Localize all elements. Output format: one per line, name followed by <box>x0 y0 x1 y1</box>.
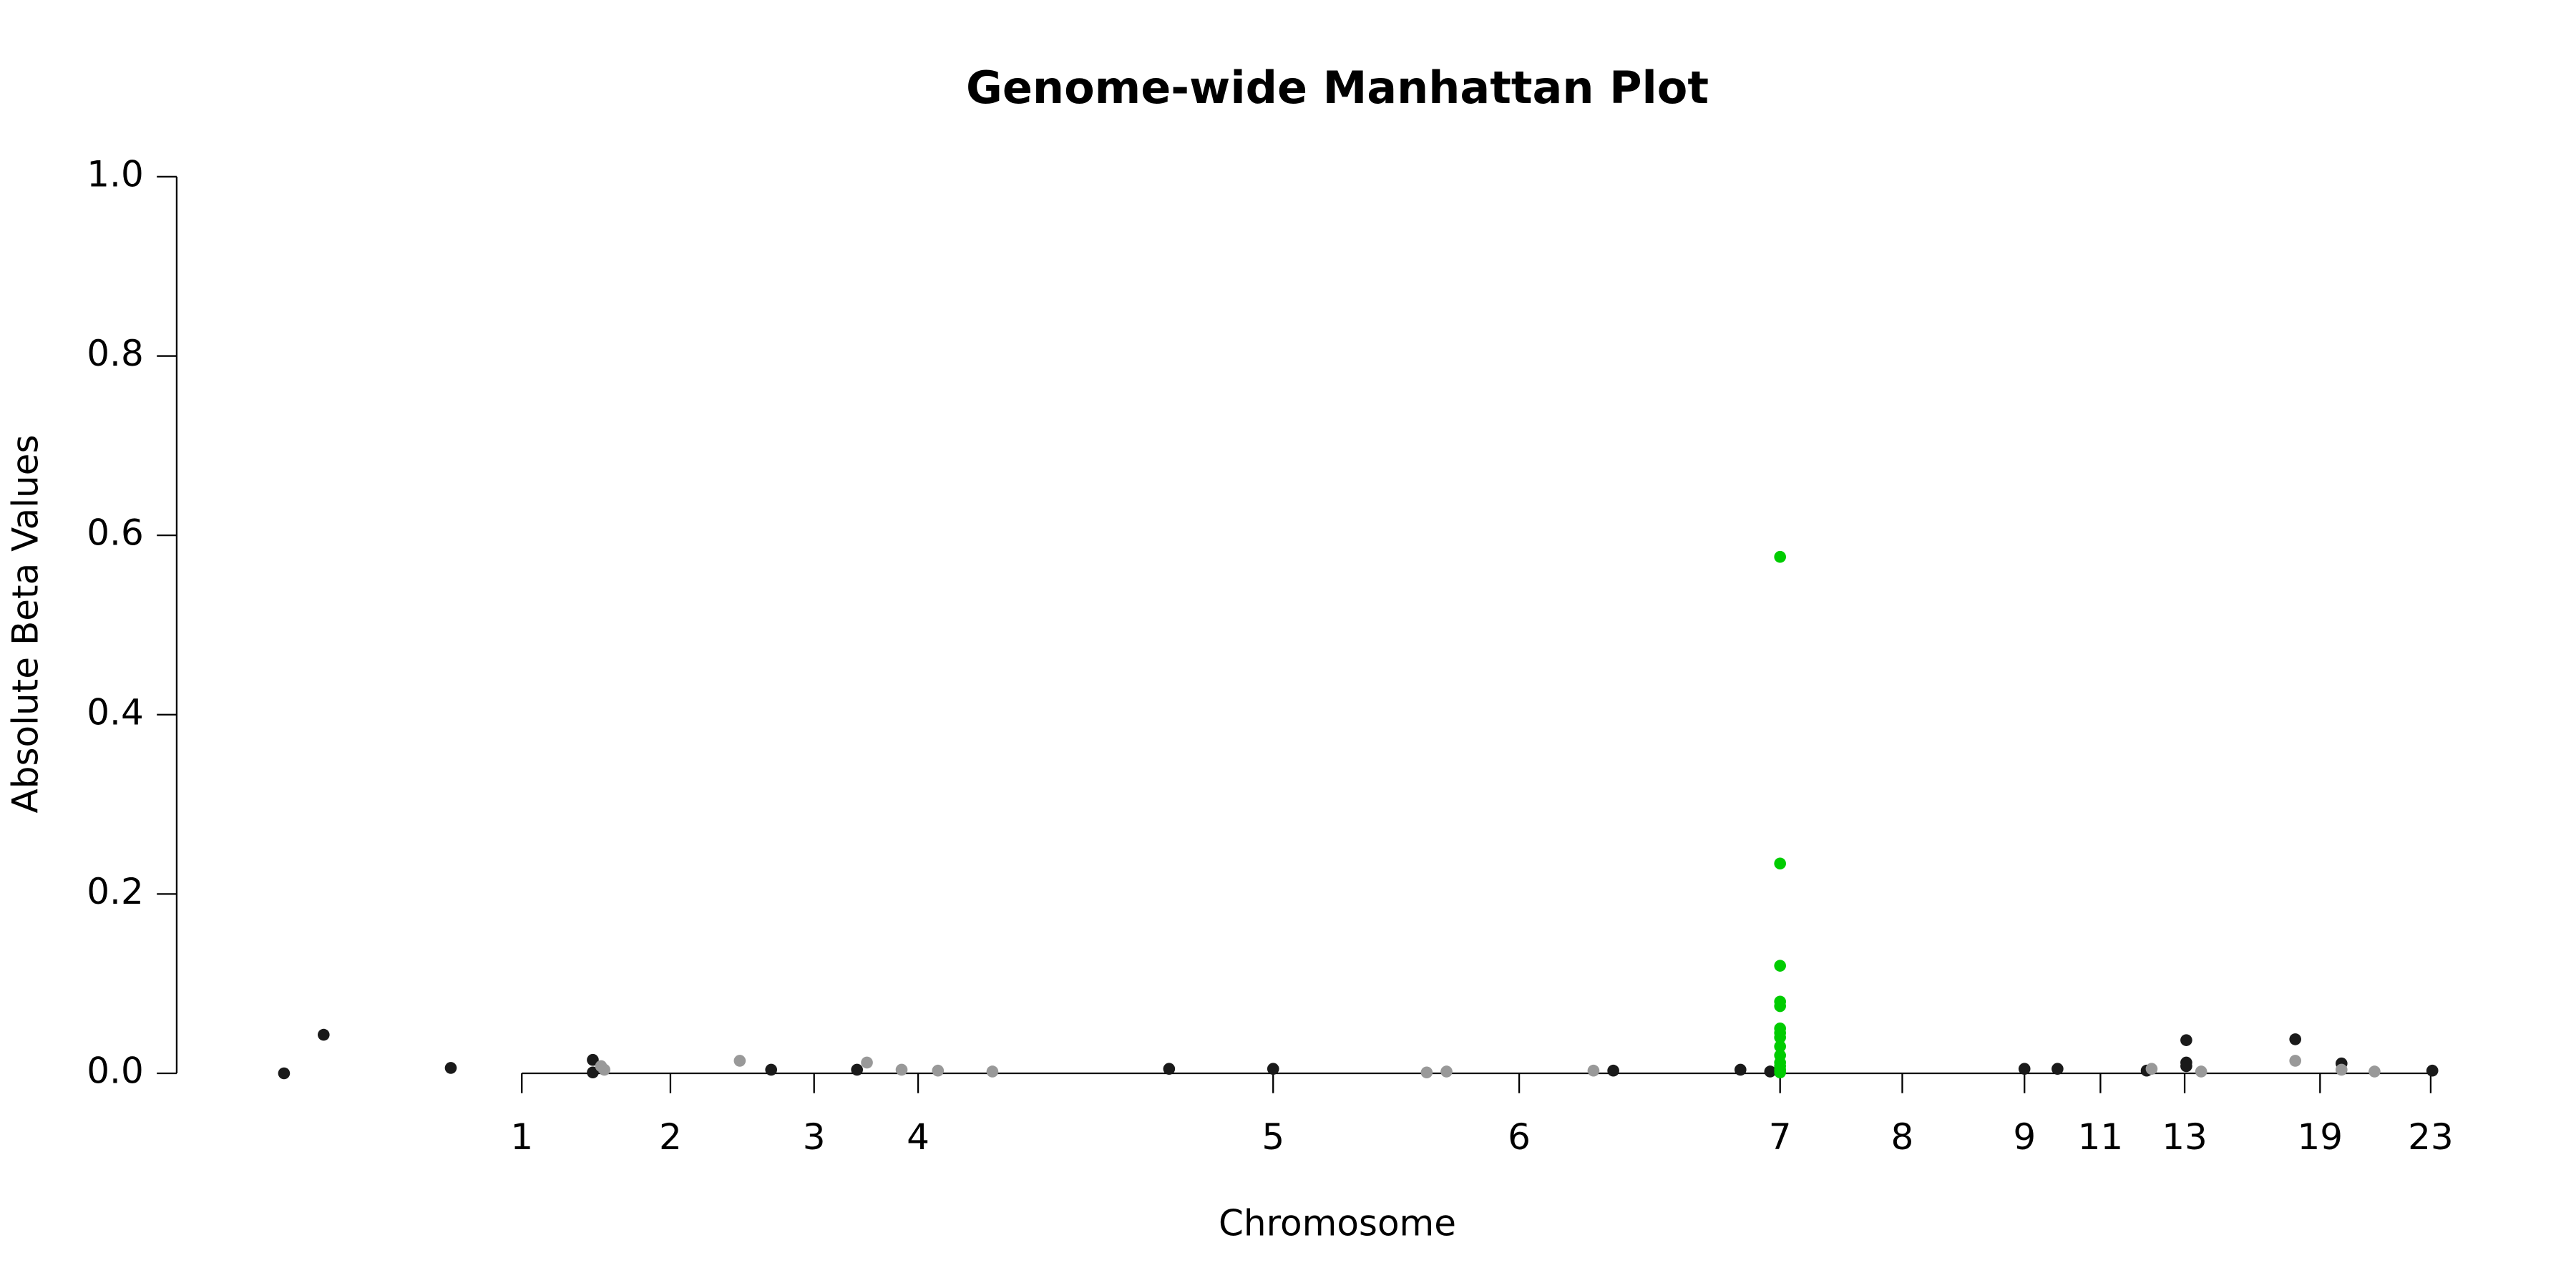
point <box>861 1056 873 1069</box>
point <box>1764 1065 1777 1078</box>
point <box>1774 1031 1787 1044</box>
point <box>1420 1066 1433 1079</box>
point <box>1735 1063 1747 1076</box>
point <box>2145 1063 2158 1075</box>
x-tick-label: 5 <box>1262 1116 1284 1158</box>
point <box>1774 1066 1787 1079</box>
point <box>932 1064 945 1077</box>
point <box>1774 1000 1787 1013</box>
point <box>1163 1063 1176 1075</box>
point <box>2289 1055 2302 1067</box>
point <box>1267 1063 1279 1075</box>
x-tick-label: 8 <box>1891 1116 1914 1158</box>
point <box>765 1063 777 1076</box>
y-tick-label: 0.6 <box>87 512 144 554</box>
x-tick-label: 6 <box>1508 1116 1531 1158</box>
point <box>278 1067 291 1080</box>
y-tick-label: 1.0 <box>87 153 144 195</box>
y-tick-label: 0.8 <box>87 333 144 374</box>
point <box>587 1066 599 1079</box>
chart-title: Genome-wide Manhattan Plot <box>966 62 1709 114</box>
y-tick-label: 0.2 <box>87 871 144 912</box>
point <box>1440 1065 1453 1078</box>
x-tick-label: 19 <box>2297 1116 2343 1158</box>
point <box>2180 1060 2192 1073</box>
x-tick-label: 13 <box>2162 1116 2207 1158</box>
point <box>851 1063 863 1076</box>
point <box>2051 1063 2064 1075</box>
x-tick-label: 11 <box>2078 1116 2124 1158</box>
x-tick-label: 2 <box>659 1116 682 1158</box>
point <box>2018 1063 2031 1075</box>
x-axis-label: Chromosome <box>1219 1203 1456 1244</box>
point <box>895 1063 908 1076</box>
x-tick-label: 23 <box>2408 1116 2454 1158</box>
point <box>318 1028 330 1041</box>
point <box>2426 1064 2439 1077</box>
x-tick-label: 9 <box>2013 1116 2036 1158</box>
point <box>1774 960 1787 972</box>
x-tick-label: 1 <box>510 1116 533 1158</box>
x-tick-label: 7 <box>1769 1116 1792 1158</box>
point <box>2180 1034 2192 1046</box>
y-axis-label: Absolute Beta Values <box>5 435 47 814</box>
x-tick-label: 4 <box>907 1116 930 1158</box>
point <box>1607 1064 1619 1077</box>
y-tick-label: 0.4 <box>87 691 144 733</box>
point <box>1587 1064 1600 1077</box>
point <box>2368 1065 2381 1078</box>
point <box>733 1055 746 1067</box>
point <box>1774 1040 1787 1053</box>
y-tick-label: 0.0 <box>87 1050 144 1092</box>
point <box>1774 550 1787 563</box>
point <box>444 1062 457 1074</box>
point <box>1774 857 1787 870</box>
x-tick-label: 3 <box>803 1116 826 1158</box>
point <box>986 1065 999 1078</box>
point <box>587 1053 599 1066</box>
point <box>2195 1065 2207 1078</box>
point <box>2336 1063 2348 1076</box>
point <box>2289 1033 2302 1045</box>
point <box>598 1063 610 1076</box>
